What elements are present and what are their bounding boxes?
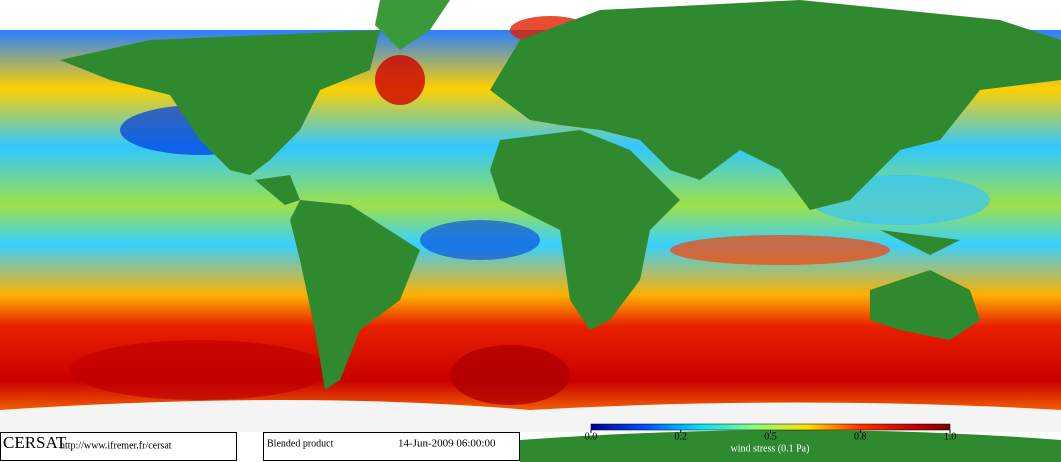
url: http://www.ifremer.fr/cersat [60, 440, 172, 451]
colorbar-label: wind stress (0.1 Pa) [731, 443, 810, 454]
colorbar-tick-label: 1.0 [944, 431, 957, 442]
product-box [263, 432, 520, 461]
product: Blended product [267, 438, 334, 449]
land [60, 0, 1061, 390]
logo: CERSAT [3, 433, 67, 452]
footer-land [520, 430, 1061, 462]
colorbar-tick-label: 0.2 [675, 431, 688, 442]
colorbar-tick-label: 0.5 [764, 431, 777, 442]
date: 14-Jun-2009 06:00:00 [398, 438, 496, 450]
colorbar [590, 423, 951, 431]
colorbar-ticks: 0.0 0.2 0.5 0.8 1.0 [585, 430, 957, 442]
colorbar-tick-label: 0.0 [585, 431, 598, 442]
colorbar-tick-label: 0.8 [854, 431, 867, 442]
logo-box [0, 432, 237, 461]
